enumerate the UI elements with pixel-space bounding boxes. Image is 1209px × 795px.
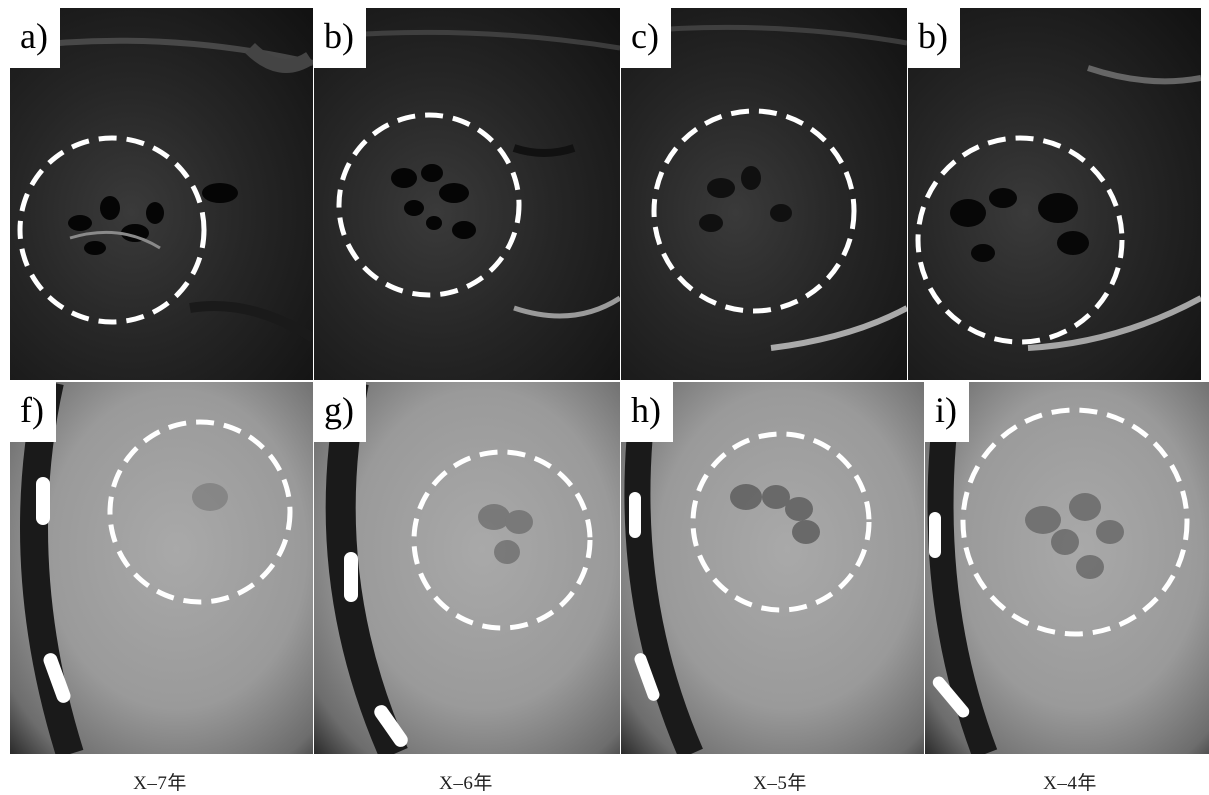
panel-label: b) (314, 8, 366, 68)
panel-label: a) (10, 8, 60, 68)
ultrasound-panel-c: c) (621, 8, 907, 380)
panel-label: h) (621, 382, 673, 442)
lesion-marker-circle (107, 419, 293, 605)
lesion-marker-circle (17, 135, 207, 325)
year-caption: X–4年 (1043, 773, 1097, 794)
ultrasound-image-d (915, 65, 1201, 351)
ct-panel-i: i) (925, 382, 1209, 754)
lesion-marker-circle (411, 449, 593, 631)
ct-panel-g: g) (314, 382, 620, 754)
ct-panel-h: h) (621, 382, 924, 754)
panel-label: c) (621, 8, 671, 68)
lesion-marker-circle (651, 108, 857, 314)
ultrasound-panel-b: b) (314, 8, 620, 380)
panel-label: g) (314, 382, 366, 442)
year-caption: X–6年 (439, 773, 493, 794)
ultrasound-image-c (621, 24, 907, 351)
year-caption: X–5年 (753, 773, 807, 794)
lesion-marker-circle (336, 112, 522, 298)
ultrasound-panel-d: b) (908, 8, 1201, 380)
lesion-marker-circle (960, 407, 1190, 637)
panel-label: f) (10, 382, 56, 442)
ultrasound-image-a (10, 37, 313, 343)
lesion-marker-circle (690, 431, 872, 613)
panel-label: i) (925, 382, 969, 442)
year-caption: X–7年 (133, 773, 187, 794)
panel-label: b) (908, 8, 960, 68)
ultrasound-panel-a: a) (10, 8, 313, 380)
ct-panel-f: f) (10, 382, 313, 754)
lesion-marker-circle (915, 135, 1125, 345)
